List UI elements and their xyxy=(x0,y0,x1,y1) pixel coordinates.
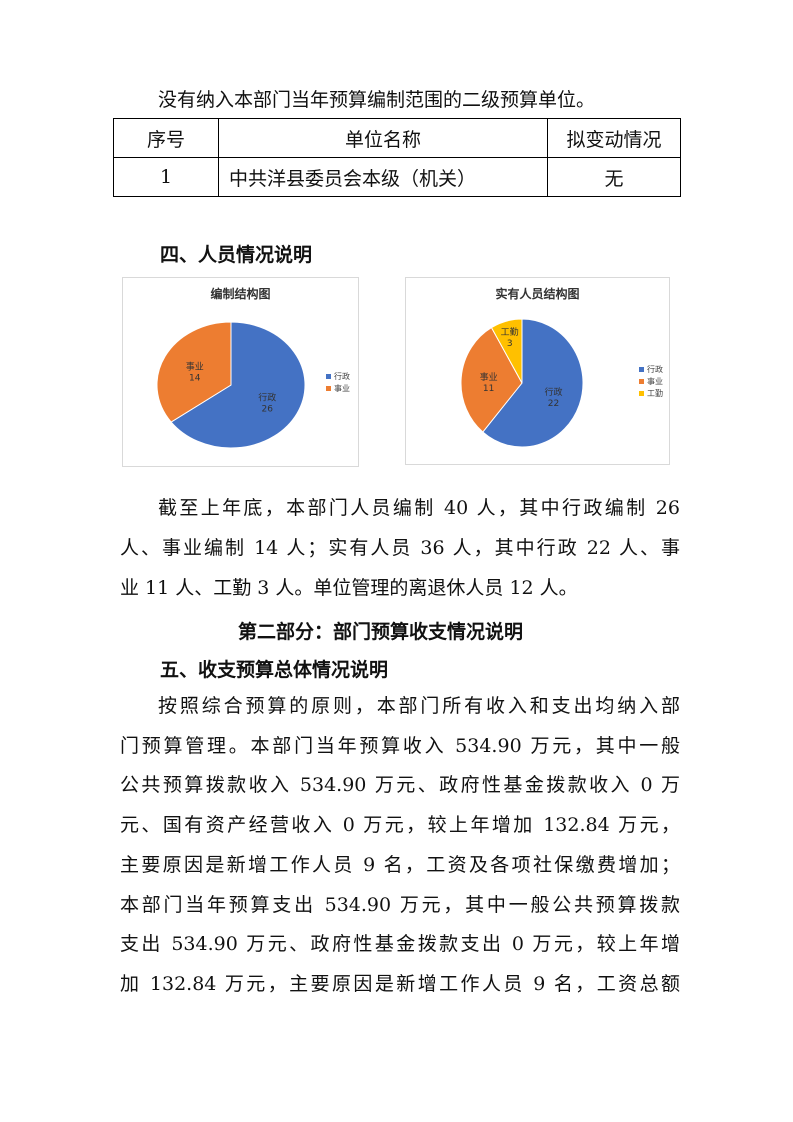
paragraph-line: 门预算管理。本部门当年预算收入 534.90 万元，其中一般 xyxy=(120,734,680,757)
pie-slice-事业 xyxy=(460,326,523,433)
paragraph-line: 公共预算拨款收入 534.90 万元、政府性基金拨款收入 0 万 xyxy=(120,774,680,797)
legend-swatch xyxy=(639,379,644,384)
header-cell: 单位名称 xyxy=(218,118,548,158)
part-heading: 第二部分：部门预算收支情况说明 xyxy=(238,621,524,643)
legend-label: 行政 xyxy=(334,372,350,381)
chart-actual-staff: 实有人员结构图 行政 22 事业 11 工勤 3 行政 事业 工勤 xyxy=(405,277,670,465)
legend-item: 行政 xyxy=(326,371,350,382)
table-header-row: 序号 单位名称 拟变动情况 xyxy=(113,118,681,158)
paragraph-line: 按照综合预算的原则，本部门所有收入和支出均纳入部 xyxy=(158,695,680,717)
paragraph-line: 支出 534.90 万元、政府性基金拨款支出 0 万元，较上年增 xyxy=(120,933,680,956)
data-label: 11 xyxy=(483,384,494,394)
section-heading: 五、收支预算总体情况说明 xyxy=(160,659,389,681)
paragraph-line: 截至上年底，本部门人员编制 40 人，其中行政编制 26 xyxy=(158,497,680,519)
chart-title: 实有人员结构图 xyxy=(495,287,580,301)
pie-slice-行政 xyxy=(170,321,306,449)
legend-swatch xyxy=(326,386,331,391)
legend-item: 事业 xyxy=(326,383,350,394)
data-label: 3 xyxy=(507,339,513,349)
header-cell: 拟变动情况 xyxy=(547,118,681,158)
legend-item: 事业 xyxy=(639,376,663,387)
data-label: 行政 xyxy=(258,392,276,404)
legend-item: 行政 xyxy=(639,364,663,375)
table-cell: 无 xyxy=(547,157,681,197)
paragraph-line: 主要原因是新增工作人员 9 名，工资及各项社保缴费增加； xyxy=(120,853,680,876)
paragraph-line: 人、事业编制 14 人；实有人员 36 人，其中行政 22 人、事 xyxy=(120,537,680,559)
paragraph-line: 元、国有资产经营收入 0 万元，较上年增加 132.84 万元， xyxy=(120,814,680,837)
header-cell: 序号 xyxy=(113,118,219,158)
data-label: 事业 xyxy=(186,360,204,372)
data-label: 事业 xyxy=(480,371,498,383)
legend-label: 工勤 xyxy=(647,389,663,398)
legend-label: 行政 xyxy=(647,365,663,374)
paragraph-line: 加 132.84 万元，主要原因是新增工作人员 9 名，工资总额 xyxy=(120,972,680,995)
legend-swatch xyxy=(326,374,331,379)
chart-title: 编制结构图 xyxy=(210,287,271,301)
legend-swatch xyxy=(639,367,644,372)
data-label: 行政 xyxy=(545,386,563,398)
data-label: 26 xyxy=(262,405,274,415)
legend-label: 事业 xyxy=(647,377,663,386)
intro-line: 没有纳入本部门当年预算编制范围的二级预算单位。 xyxy=(158,89,596,111)
data-label: 14 xyxy=(189,373,201,383)
unit-table: 序号 单位名称 拟变动情况 1 中共洋县委员会本级（机关） 无 xyxy=(113,118,681,197)
table-cell: 1 xyxy=(113,157,219,197)
section-heading: 四、人员情况说明 xyxy=(160,244,313,266)
table-cell: 中共洋县委员会本级（机关） xyxy=(218,157,548,197)
data-label: 22 xyxy=(548,399,559,409)
legend-swatch xyxy=(639,391,644,396)
table-row: 1 中共洋县委员会本级（机关） 无 xyxy=(113,157,681,197)
paragraph-line: 本部门当年预算支出 534.90 万元，其中一般公共预算拨款 xyxy=(120,893,680,916)
legend-label: 事业 xyxy=(334,384,350,393)
data-label: 工勤 xyxy=(501,326,519,338)
pie-slice-事业 xyxy=(156,321,232,423)
chart-establishment: 编制结构图 行政 26 事业 14 行政 事业 xyxy=(122,277,359,467)
paragraph-line: 业 11 人、工勤 3 人。单位管理的离退休人员 12 人。 xyxy=(120,577,578,599)
pie-slice-工勤 xyxy=(490,318,523,384)
pie-slice-行政 xyxy=(482,318,584,448)
legend-item: 工勤 xyxy=(639,388,663,399)
